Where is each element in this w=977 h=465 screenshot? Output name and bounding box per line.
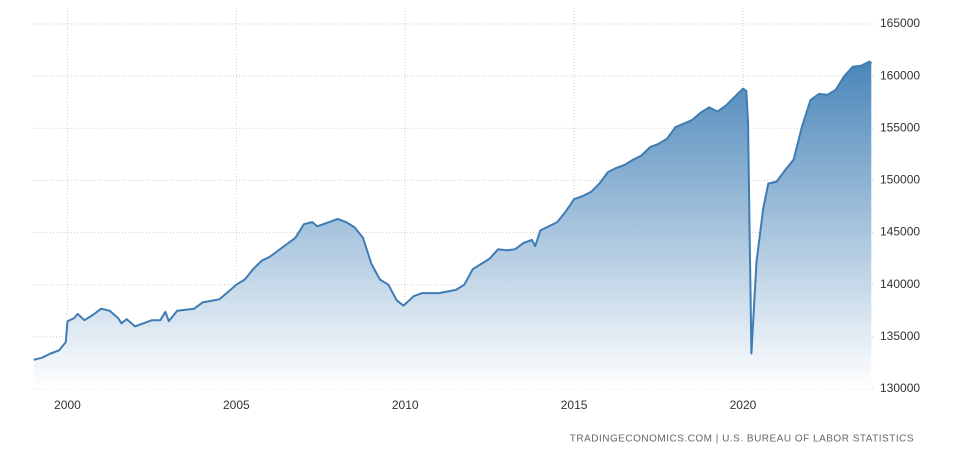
x-tick-label: 2000 bbox=[54, 398, 81, 412]
area bbox=[33, 61, 872, 389]
y-tick-label: 130000 bbox=[880, 381, 920, 395]
x-tick-label: 2015 bbox=[561, 398, 588, 412]
x-tick-label: 2005 bbox=[223, 398, 250, 412]
y-tick-label: 160000 bbox=[880, 68, 920, 82]
y-tick-label: 145000 bbox=[880, 225, 920, 239]
y-tick-label: 165000 bbox=[880, 16, 920, 30]
y-tick-label: 150000 bbox=[880, 173, 920, 187]
y-tick-label: 155000 bbox=[880, 120, 920, 134]
y-tick-label: 140000 bbox=[880, 277, 920, 291]
y-tick-label: 135000 bbox=[880, 329, 920, 343]
source: TRADINGECONOMICS.COM | U.S. BUREAU OF LA… bbox=[570, 434, 914, 445]
x-tick-label: 2010 bbox=[392, 398, 419, 412]
line bbox=[33, 60, 873, 361]
x-tick-label: 2020 bbox=[730, 398, 757, 412]
